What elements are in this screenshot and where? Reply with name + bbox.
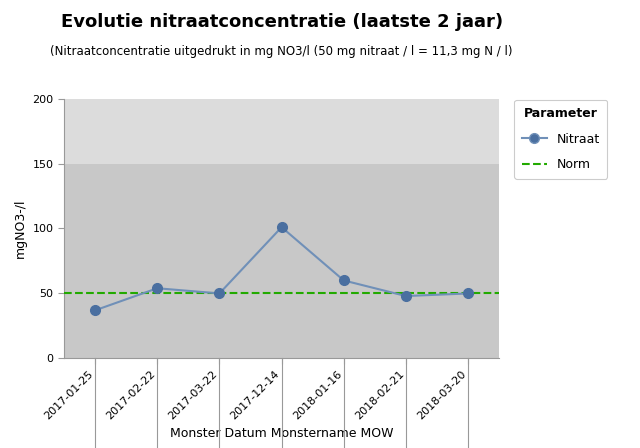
Bar xyxy=(64,99,499,164)
X-axis label: Monster Datum Monstername MOW: Monster Datum Monstername MOW xyxy=(170,427,394,440)
Y-axis label: mgNO3-/l: mgNO3-/l xyxy=(14,199,27,258)
Bar xyxy=(64,164,499,358)
Text: Evolutie nitraatconcentratie (laatste 2 jaar): Evolutie nitraatconcentratie (laatste 2 … xyxy=(61,13,502,31)
Legend: Nitraat, Norm: Nitraat, Norm xyxy=(514,99,607,179)
Text: (Nitraatconcentratie uitgedrukt in mg NO3/l (50 mg nitraat / l = 11,3 mg N / l): (Nitraatconcentratie uitgedrukt in mg NO… xyxy=(51,45,513,58)
